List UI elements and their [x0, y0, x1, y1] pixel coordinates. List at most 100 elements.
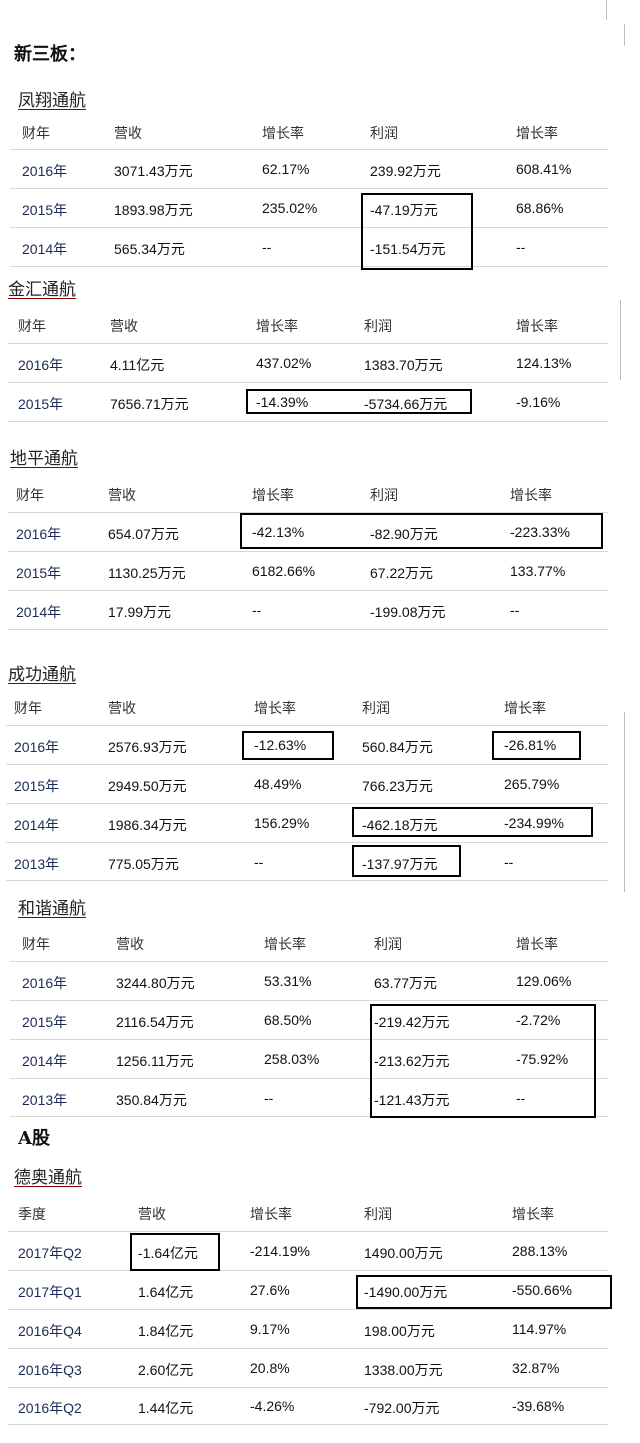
table-row: 2017年Q1 1.64亿元 27.6% -1490.00万元 -550.66% [8, 1271, 608, 1310]
table-cell: -550.66% [512, 1282, 572, 1298]
table-cell: 608.41% [516, 161, 572, 177]
table-cell: 2016年 [22, 163, 68, 179]
table-cell: 1986.34万元 [108, 817, 187, 833]
page-edge-line [624, 24, 625, 46]
table-cell: -42.13% [252, 524, 305, 540]
table-cell: -- [510, 602, 520, 618]
table-cell: -- [254, 854, 264, 870]
table-cell: -4.26% [250, 1398, 295, 1414]
header-cell: 营收 [138, 1206, 166, 1222]
table-cell: 2015年 [22, 202, 68, 218]
table-cell: 2017年Q1 [18, 1284, 82, 1300]
table-cell: 53.31% [264, 973, 312, 989]
table-cell: -26.81% [504, 737, 557, 753]
header-cell: 增长率 [262, 125, 304, 141]
table-cell: 1383.70万元 [364, 357, 443, 373]
table-row: 2014年 17.99万元 -- -199.08万元 -- [8, 591, 608, 630]
page-edge-line [606, 0, 607, 20]
table-cell: 114.97% [512, 1321, 567, 1337]
table-cell: -- [516, 1090, 526, 1106]
header-cell: 利润 [364, 1206, 392, 1222]
financial-table-hexie: 财年 营收 增长率 利润 增长率 2016年 3244.80万元 53.31% … [10, 923, 608, 1117]
table-cell: 1893.98万元 [114, 202, 193, 218]
table-row: 2016年Q4 1.84亿元 9.17% 198.00万元 114.97% [8, 1310, 608, 1349]
table-cell: -12.63% [254, 737, 307, 753]
highlight-box [352, 845, 461, 877]
table-cell: 1338.00万元 [364, 1362, 443, 1378]
header-cell: 增长率 [252, 487, 294, 503]
table-cell: 198.00万元 [364, 1323, 435, 1339]
table-row: 2014年 1986.34万元 156.29% -462.18万元 -234.9… [6, 804, 608, 843]
table-cell: -5734.66万元 [364, 396, 448, 412]
table-cell: 1256.11万元 [116, 1053, 194, 1069]
highlight-box [356, 1275, 612, 1309]
table-cell: -39.68% [512, 1398, 565, 1414]
header-cell: 利润 [370, 125, 398, 141]
table-row: 2016年 654.07万元 -42.13% -82.90万元 -223.33% [8, 513, 608, 552]
header-cell: 增长率 [250, 1206, 292, 1222]
table-cell: -234.99% [504, 815, 564, 831]
highlight-box [370, 1004, 596, 1118]
table-cell: 124.13% [516, 355, 572, 371]
table-cell: -1490.00万元 [364, 1284, 448, 1300]
table-cell: 239.92万元 [370, 163, 441, 179]
table-row: 2015年 1130.25万元 6182.66% 67.22万元 133.77% [8, 552, 608, 591]
table-cell: -- [262, 239, 272, 255]
table-row: 2015年 2949.50万元 48.49% 766.23万元 265.79% [6, 765, 608, 804]
header-cell: 增长率 [264, 936, 306, 952]
table-cell: 62.17% [262, 161, 310, 177]
table-cell: 48.49% [254, 776, 302, 792]
table-row: 2014年 1256.11万元 258.03% -213.62万元 -75.92… [10, 1040, 608, 1079]
table-cell: -- [264, 1090, 274, 1106]
table-cell: 2014年 [22, 1053, 68, 1069]
table-cell: 2016年Q4 [18, 1323, 82, 1339]
table-cell: 2016年Q2 [18, 1400, 82, 1416]
header-cell: 财年 [18, 318, 46, 334]
header-cell: 利润 [370, 487, 398, 503]
financial-table-fengxiang: 财年 营收 增长率 利润 增长率 2016年 3071.43万元 62.17% … [10, 112, 608, 267]
table-cell: -214.19% [250, 1243, 310, 1259]
table-row: 2016年Q3 2.60亿元 20.8% 1338.00万元 32.87% [8, 1349, 608, 1388]
table-row: 2014年 565.34万元 -- -151.54万元 -- [10, 228, 608, 267]
header-cell: 增长率 [516, 125, 558, 141]
header-cell: 增长率 [512, 1206, 554, 1222]
highlight-box [492, 731, 581, 760]
table-cell: 133.77% [510, 563, 566, 579]
section-title-xinsanban: 新三板： [14, 44, 86, 65]
table-cell: -9.16% [516, 394, 561, 410]
table-cell: 2013年 [14, 856, 60, 872]
table-header-row: 季度 营收 增长率 利润 增长率 [8, 1193, 608, 1232]
table-header-row: 财年 营收 增长率 利润 增长率 [8, 474, 608, 513]
financial-table-deao: 季度 营收 增长率 利润 增长率 2017年Q2 -1.64亿元 -214.19… [8, 1193, 608, 1425]
table-cell: 27.6% [250, 1282, 290, 1298]
highlight-box [240, 513, 603, 549]
header-cell: 增长率 [254, 700, 296, 716]
table-cell: 9.17% [250, 1321, 290, 1337]
table-cell: -47.19万元 [370, 202, 438, 218]
table-cell: 654.07万元 [108, 526, 179, 542]
table-cell: 2014年 [22, 241, 68, 257]
table-cell: 2014年 [16, 604, 62, 620]
table-cell: 2016年 [16, 526, 62, 542]
company-title-jinhui: 金汇通航 [8, 280, 76, 300]
company-title-diping: 地平通航 [10, 449, 78, 469]
table-cell: 235.02% [262, 200, 318, 216]
highlight-box [242, 731, 334, 760]
table-cell: -2.72% [516, 1012, 561, 1028]
table-cell: 565.34万元 [114, 241, 185, 257]
table-cell: 2017年Q2 [18, 1245, 82, 1261]
table-cell: 2116.54万元 [116, 1014, 194, 1030]
table-cell: 2949.50万元 [108, 778, 187, 794]
table-cell: -- [504, 854, 514, 870]
table-cell: -199.08万元 [370, 604, 446, 620]
table-cell: 766.23万元 [362, 778, 433, 794]
header-cell: 财年 [22, 125, 50, 141]
section-title-a-share: A股 [18, 1128, 50, 1149]
highlight-box [246, 389, 472, 414]
table-cell: 258.03% [264, 1051, 320, 1067]
table-cell: 6182.66% [252, 563, 316, 579]
table-cell: 2015年 [18, 396, 64, 412]
table-cell: 17.99万元 [108, 604, 172, 620]
table-row: 2015年 1893.98万元 235.02% -47.19万元 68.86% [10, 189, 608, 228]
table-cell: 1.44亿元 [138, 1400, 194, 1416]
